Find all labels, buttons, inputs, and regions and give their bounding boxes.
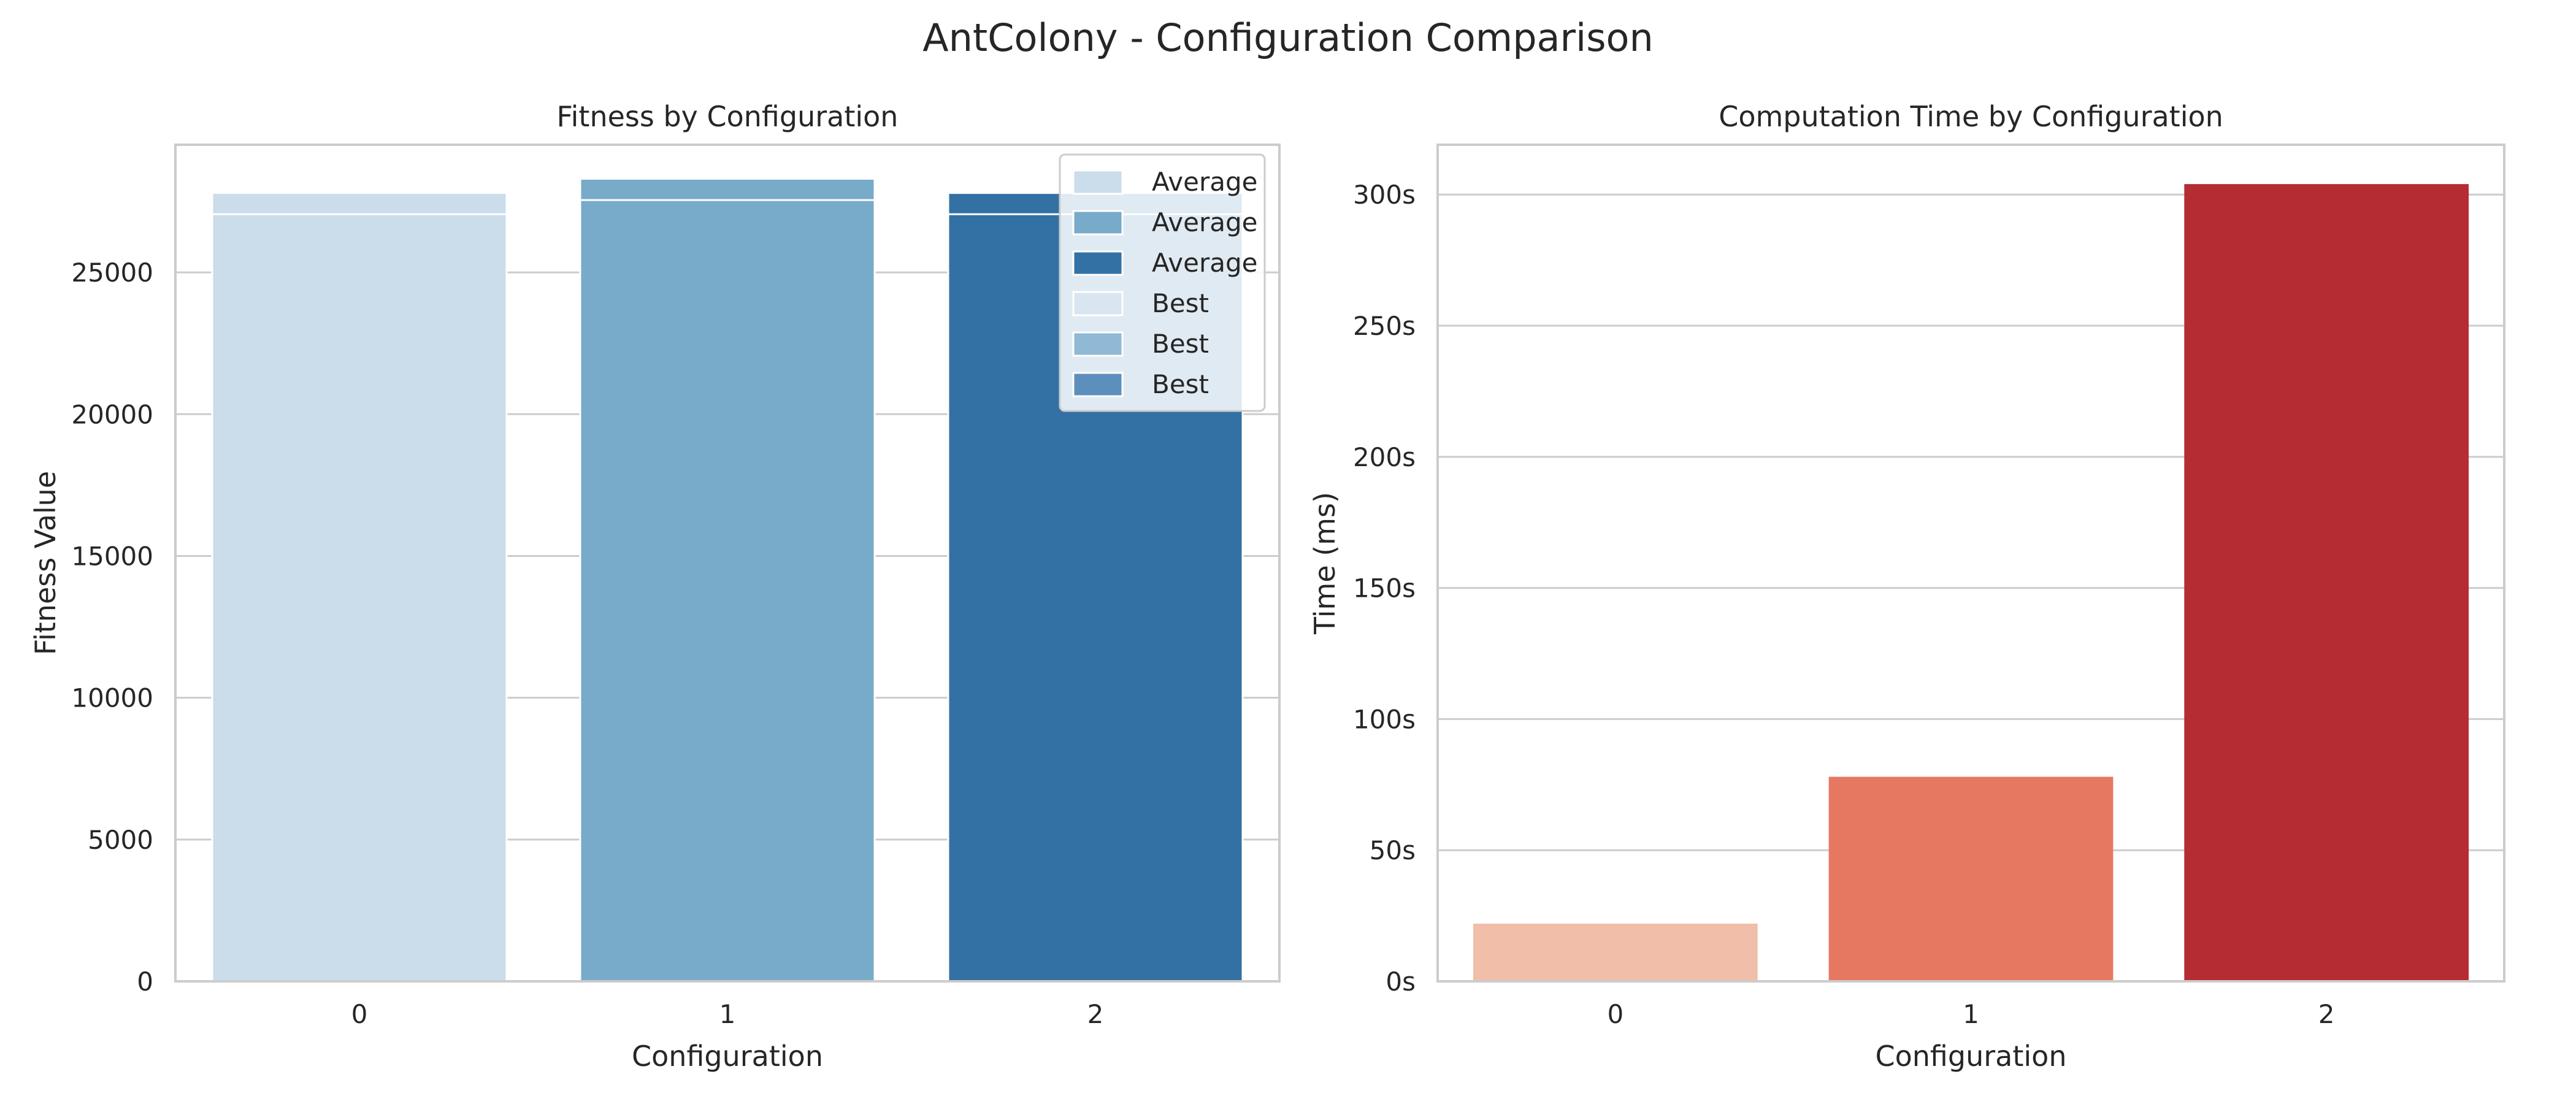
- legend-swatch: [1072, 250, 1124, 276]
- legend-swatch: [1072, 372, 1124, 397]
- y-tick-label: 10000: [71, 683, 153, 713]
- legend-swatch: [1072, 331, 1124, 357]
- x-tick-label: 2: [1087, 999, 1104, 1029]
- subplot-title: Fitness by Configuration: [557, 100, 899, 133]
- plot-frame-0: [174, 144, 1281, 983]
- x-axis-label: Configuration: [632, 1040, 823, 1073]
- x-tick-label: 1: [1963, 999, 1979, 1029]
- x-tick-label: 1: [719, 999, 736, 1029]
- plot-frame-1: [1436, 144, 2505, 983]
- bar-time-0: [1473, 923, 1758, 981]
- bar-best-1: [579, 199, 876, 983]
- x-tick-label: 0: [351, 999, 368, 1029]
- y-axis-label: Time (ms): [1308, 492, 1341, 635]
- legend-label: Average: [1152, 167, 1257, 197]
- y-tick-label: 0: [137, 967, 153, 997]
- legend-label: Best: [1152, 288, 1209, 318]
- legend: Average Average Average Best Best Best: [1059, 153, 1266, 412]
- x-axis-label: Configuration: [1876, 1040, 2067, 1073]
- y-tick-label: 15000: [71, 541, 153, 571]
- y-tick-label: 200s: [1353, 442, 1416, 472]
- bar-time-1: [1828, 776, 2114, 981]
- y-tick-label: 5000: [88, 825, 153, 855]
- bar-time-2: [2184, 184, 2469, 981]
- bar-best-0: [211, 213, 508, 983]
- legend-swatch: [1072, 169, 1124, 195]
- y-axis-label: Fitness Value: [29, 471, 62, 655]
- y-tick-label: 150s: [1353, 573, 1416, 604]
- figure-title: AntColony - Configuration Comparison: [922, 15, 1654, 60]
- y-tick-label: 25000: [71, 258, 153, 288]
- y-tick-label: 50s: [1370, 835, 1416, 865]
- x-tick-label: 0: [1607, 999, 1623, 1029]
- x-tick-label: 2: [2318, 999, 2335, 1029]
- subplot-title: Computation Time by Configuration: [1719, 100, 2223, 133]
- y-tick-label: 250s: [1353, 311, 1416, 341]
- y-tick-label: 20000: [71, 399, 153, 429]
- legend-label: Average: [1152, 207, 1257, 237]
- legend-swatch: [1072, 291, 1124, 316]
- y-tick-label: 300s: [1353, 180, 1416, 210]
- legend-swatch: [1072, 210, 1124, 236]
- y-tick-label: 100s: [1353, 704, 1416, 734]
- legend-label: Best: [1152, 369, 1209, 399]
- legend-label: Best: [1152, 329, 1209, 359]
- y-tick-label: 0s: [1386, 967, 1416, 997]
- legend-label: Average: [1152, 248, 1257, 278]
